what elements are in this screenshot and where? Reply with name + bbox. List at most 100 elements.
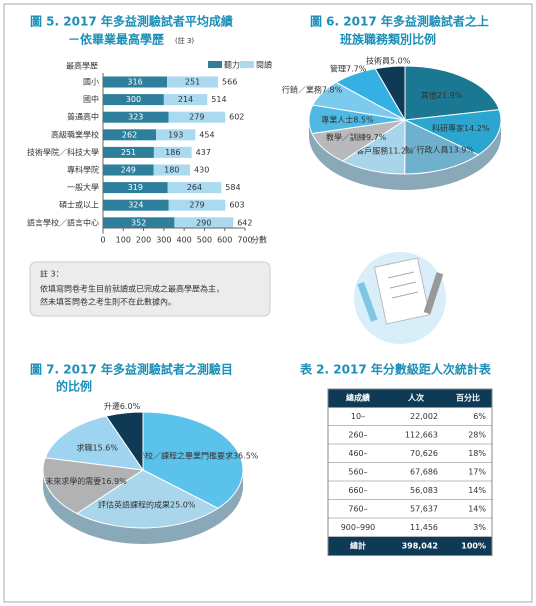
chart-subtitle: －依畢業最高學歷	[68, 32, 164, 47]
bar	[103, 94, 164, 106]
bar	[167, 182, 222, 194]
total-label: 603	[229, 201, 244, 210]
table-cell: 57,637	[410, 505, 438, 514]
slice-label: 科研專家14.2%	[432, 123, 490, 133]
y-tick-label: 高級職業學校	[51, 129, 99, 139]
bar-label: 251	[185, 78, 200, 87]
bar	[167, 76, 219, 88]
icon-pen	[357, 281, 378, 322]
x-tick-label: 200	[136, 236, 151, 245]
slice-name: 其他	[421, 89, 437, 99]
bar-label: 323	[128, 113, 143, 122]
x-tick-label: 500	[197, 236, 212, 245]
pie-slice	[374, 65, 406, 122]
slice-value: 16.9%	[101, 476, 127, 485]
bar-label: 249	[121, 166, 136, 175]
pie-slice	[44, 415, 145, 471]
bar-label: 214	[178, 95, 193, 104]
slice-label: 學校／課程之畢業門檻要求36.5%	[137, 450, 259, 460]
bar-label: 262	[122, 130, 137, 139]
chart-title: 圖 7. 2017 年多益測驗試者之測驗目	[30, 362, 233, 377]
y-tick-label: 技術學院／科技大學	[27, 147, 99, 157]
slice-label: 其他21.9%	[421, 89, 463, 99]
table-cell: 10–	[351, 412, 365, 421]
bar-label: 290	[196, 218, 211, 227]
y-tick-label: 專科學院	[67, 165, 99, 175]
total-label: 514	[211, 95, 226, 104]
bar	[103, 111, 169, 123]
table-cell: 14%	[468, 486, 486, 495]
bar-label: 186	[165, 148, 180, 157]
slice-name: 升遷	[104, 402, 120, 411]
pie-slice	[404, 119, 480, 175]
table-cell: 總計	[350, 541, 366, 551]
y-tick-label: 碩士或以上	[59, 200, 99, 210]
table-cell: 67,686	[410, 468, 438, 477]
table-cell: 11,456	[410, 523, 438, 532]
total-label: 454	[199, 130, 214, 139]
icon-lines	[387, 271, 419, 299]
pie-slice	[403, 109, 502, 156]
pie-slice	[142, 411, 244, 509]
icon-paper	[373, 257, 431, 325]
x-tick-label: 0	[100, 236, 105, 245]
slice-label: 未來求學的需要16.9%	[45, 475, 127, 485]
total-label: 566	[222, 78, 237, 87]
table-header: 百分比	[456, 393, 480, 403]
icon-pencil	[423, 272, 444, 315]
y-tick-label: 普通高中	[67, 112, 99, 122]
slice-name: 教學／訓練	[326, 132, 366, 142]
table-cell: 18%	[468, 449, 486, 458]
table-title: 表 2. 2017 年分數級距人次統計表	[299, 362, 492, 377]
table-border	[327, 388, 493, 556]
chart-subtitle: 班族職務類別比例	[340, 32, 436, 47]
slice-name: 行銷／業務	[282, 84, 322, 94]
x-tick-label: 400	[177, 236, 192, 245]
chart-title: 圖 6. 2017 年多益測驗試者之上	[310, 14, 489, 29]
table-header: 人次	[408, 393, 424, 403]
table-cell: 28%	[468, 431, 486, 440]
slice-label: 行銷／業務7.8%	[282, 84, 343, 94]
slice-value: 8.5%	[353, 115, 374, 124]
table-cell: 398,042	[402, 542, 438, 551]
pie-slice	[75, 469, 220, 529]
pie-slice	[42, 457, 145, 515]
bar-label: 264	[187, 183, 202, 192]
chart-subtitle: 的比例	[56, 379, 92, 394]
note-text: 依填寫問卷考生目前就讀或已完成之最高學歷為主，	[40, 284, 224, 294]
table-cell: 460–	[348, 449, 367, 458]
slice-value: 25.0%	[170, 500, 196, 509]
slice-label: 求職15.6%	[77, 442, 119, 452]
total-label: 602	[229, 113, 244, 122]
slice-value: 7.7%	[346, 64, 367, 73]
chart-title: 圖 5. 2017 年多益測驗試者平均成績	[30, 14, 233, 29]
x-tick-label: 600	[217, 236, 232, 245]
y-tick-label: 語言學校／語言中心	[27, 217, 99, 227]
table-header: 總成績	[346, 393, 370, 403]
bar-label: 193	[168, 130, 183, 139]
note-text: 然未填答問卷之考生則不在此數據內。	[40, 297, 176, 307]
table-cell: 112,663	[405, 431, 438, 440]
slice-label: 客戶服務11.2%	[356, 145, 414, 155]
slice-name: 科研專家	[432, 123, 464, 133]
slice-value: 21.9%	[437, 90, 463, 99]
slice-value: 15.6%	[93, 443, 119, 452]
slice-name: 作業員／行政人員	[385, 144, 449, 154]
slice-label: 專業人士8.5%	[321, 114, 374, 124]
bar	[174, 217, 234, 229]
x-tick-label: 700	[237, 236, 252, 245]
slice-name: 專業人士	[321, 114, 353, 124]
pie-slice	[404, 65, 500, 121]
slice-value: 14.2%	[464, 124, 490, 133]
table-cell: 660–	[348, 486, 367, 495]
slice-value: 7.8%	[322, 85, 343, 94]
table-cell: 100%	[461, 542, 486, 551]
bar	[103, 146, 154, 158]
slice-name: 技術員	[366, 55, 390, 65]
legend-swatch	[240, 61, 254, 68]
slice-label: 作業員／行政人員13.9%	[385, 144, 475, 154]
bar	[168, 199, 226, 211]
x-tick-label: 100	[116, 236, 131, 245]
bar-label: 251	[121, 148, 136, 157]
